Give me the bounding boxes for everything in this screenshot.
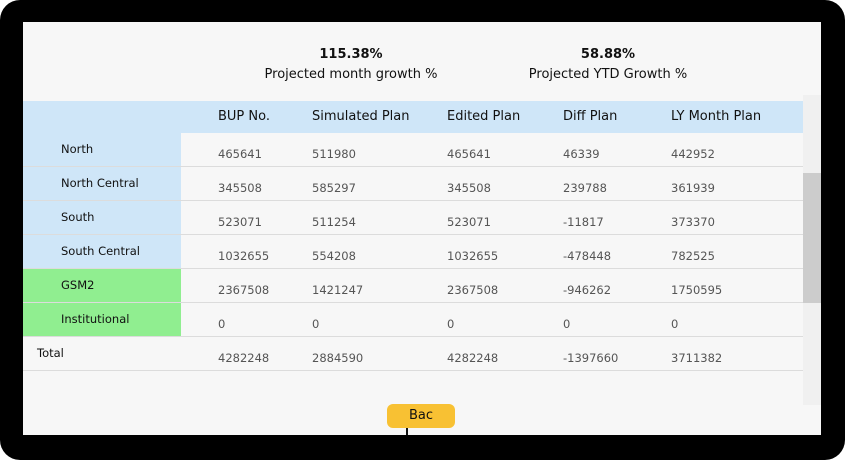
cell-ly-month-plan: 0 [671,317,679,331]
cell-diff-plan: -11817 [563,215,604,229]
cell-simulated-plan: 585297 [312,181,356,195]
table-row: South 523071 511254 523071 -11817 373370 [23,201,803,235]
cell-ly-month-plan: 442952 [671,147,715,161]
row-label-cell: North Central [23,167,181,200]
screen: 115.38% Projected month growth % 58.88% … [23,22,821,435]
row-label: Institutional [61,312,130,326]
column-header-diff-plan: Diff Plan [563,109,618,124]
kpi-panel: 115.38% Projected month growth % 58.88% … [23,22,821,100]
row-label-cell: Total [23,337,181,370]
cell-simulated-plan: 0 [312,317,320,331]
cell-diff-plan: 239788 [563,181,607,195]
cell-ly-month-plan: 373370 [671,215,715,229]
cell-bup: 4282248 [218,351,270,365]
column-header-simulated-plan: Simulated Plan [312,109,410,124]
kpi-ytd-label: Projected YTD Growth % [528,67,688,82]
column-header-bup: BUP No. [218,109,270,124]
cell-diff-plan: 46339 [563,147,600,161]
cell-edited-plan: 4282248 [447,351,499,365]
table-row: GSM2 2367508 1421247 2367508 -946262 175… [23,269,803,303]
table-row-total: Total 4282248 2884590 4282248 -1397660 3… [23,337,803,371]
cell-ly-month-plan: 1750595 [671,283,723,297]
cell-diff-plan: 0 [563,317,571,331]
kpi-ytd-value: 58.88% [580,47,636,62]
cell-bup: 1032655 [218,249,270,263]
cell-edited-plan: 1032655 [447,249,499,263]
row-label-cell: Institutional [23,303,181,336]
column-header-edited-plan: Edited Plan [447,109,521,124]
cell-diff-plan: -1397660 [563,351,619,365]
scrollbar-thumb[interactable] [803,173,821,303]
cursor-mark [406,428,408,435]
row-label: South [61,210,95,224]
cell-simulated-plan: 511254 [312,215,356,229]
row-label: North [61,142,94,156]
table-row: North 465641 511980 465641 46339 442952 [23,133,803,167]
row-label-total: Total [37,346,64,360]
cell-bup: 465641 [218,147,262,161]
vertical-scrollbar[interactable] [803,95,821,405]
row-label: South Central [61,244,140,258]
cell-bup: 0 [218,317,226,331]
cell-bup: 2367508 [218,283,270,297]
table-header: BUP No. Simulated Plan Edited Plan Diff … [23,101,803,133]
row-label: North Central [61,176,139,190]
plan-table: BUP No. Simulated Plan Edited Plan Diff … [23,101,803,371]
cell-bup: 345508 [218,181,262,195]
cell-diff-plan: -946262 [563,283,612,297]
table-row: Institutional 0 0 0 0 0 [23,303,803,337]
kpi-ytd-growth: 58.88% Projected YTD Growth % [518,46,698,83]
cell-ly-month-plan: 782525 [671,249,715,263]
cell-simulated-plan: 1421247 [312,283,364,297]
cell-ly-month-plan: 361939 [671,181,715,195]
back-button[interactable]: Bac [387,404,455,428]
cell-bup: 523071 [218,215,262,229]
cell-edited-plan: 345508 [447,181,491,195]
cell-ly-month-plan: 3711382 [671,351,723,365]
column-header-ly-month-plan: LY Month Plan [671,109,762,124]
cell-simulated-plan: 2884590 [312,351,364,365]
kpi-month-value: 115.38% [319,47,383,62]
cell-simulated-plan: 554208 [312,249,356,263]
kpi-month-growth: 115.38% Projected month growth % [251,46,451,83]
row-label-cell: North [23,133,181,166]
kpi-month-label: Projected month growth % [264,67,438,82]
row-label: GSM2 [61,278,95,292]
table-row: North Central 345508 585297 345508 23978… [23,167,803,201]
row-label-cell: South Central [23,235,181,268]
row-label-cell: GSM2 [23,269,181,302]
cell-edited-plan: 2367508 [447,283,499,297]
table-row: South Central 1032655 554208 1032655 -47… [23,235,803,269]
row-label-cell: South [23,201,181,234]
cell-simulated-plan: 511980 [312,147,356,161]
cell-diff-plan: -478448 [563,249,612,263]
cell-edited-plan: 465641 [447,147,491,161]
cell-edited-plan: 523071 [447,215,491,229]
cell-edited-plan: 0 [447,317,455,331]
